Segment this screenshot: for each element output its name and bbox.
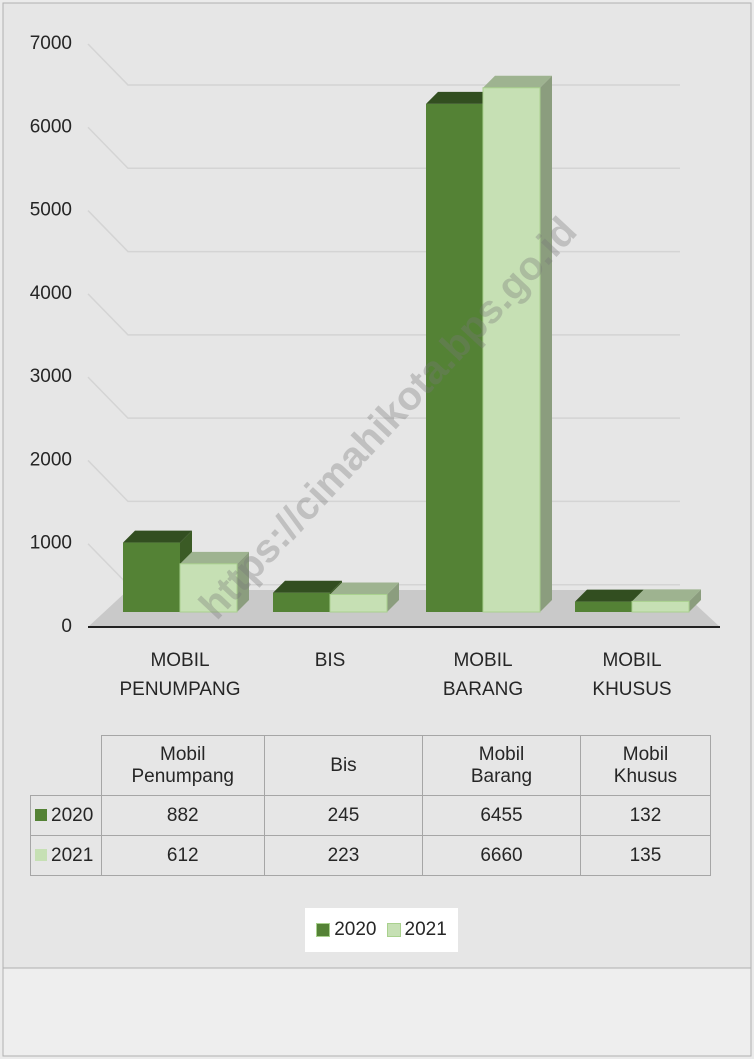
table-header-row: Mobil Penumpang Bis Mobil Barang Mobil Khus… [30,735,711,796]
bar-front [329,593,388,613]
legend-swatch [35,809,47,822]
bar-top [632,589,701,602]
bar [631,589,701,613]
legend-label: 2020 [334,919,377,940]
x-tick-label: MOBIL BARANG [442,650,524,700]
x-tick-label: MOBIL KHUSUS [592,650,672,700]
legend-item: 2021 [386,919,447,941]
bar-front [575,601,632,612]
legend-swatch [316,922,331,937]
y-tick-label: 5000 [30,200,72,221]
bar-top [426,91,495,104]
data-table: Mobil Penumpang Bis Mobil Barang Mobil Khus… [30,735,711,876]
table-corner [30,735,102,796]
lower-area [2,967,752,1057]
table-header: Mobil Penumpang [100,735,265,796]
table-series-name: 2020 [51,804,94,826]
table-header: Mobil Khusus [579,735,711,796]
bar-side [237,551,249,612]
x-tick-label: MOBIL PENUMPANG [119,650,241,700]
table-cell: 882 [100,795,265,836]
table-series-cell: 2020 [30,795,102,836]
y-tick-label: 7000 [30,33,72,54]
legend: 2020 2021 [305,908,458,952]
table-series-cell: 2021 [30,835,102,876]
y-tick-label: 4000 [30,283,72,304]
legend-item: 2020 [316,919,377,941]
x-tick-label: BIS [314,650,346,671]
bar-top [180,551,249,564]
table-cell: 6660 [421,835,581,876]
bar-side [540,75,552,612]
y-tick-label: 3000 [30,366,72,387]
table-cell: 6455 [421,795,581,836]
table-cell: 135 [579,835,711,876]
table-header: Mobil Barang [421,735,581,796]
bar [482,75,552,613]
bar-front [631,600,690,613]
bar-side [689,589,701,612]
bar-front [426,103,483,612]
bar-top [575,589,644,602]
table-row: 2020 882 245 6455 132 [30,795,711,836]
bar-top [123,530,192,543]
y-tick-label: 6000 [30,116,72,137]
bar-top [483,75,552,88]
bar-top [330,582,399,595]
legend-swatch [386,922,401,937]
table-row: 2021 612 223 6660 135 [30,835,711,876]
bar-front [482,87,541,613]
table-cell: 245 [263,795,423,836]
bar-front [123,542,180,612]
table-header: Bis [263,735,423,796]
table-cell: 612 [100,835,265,876]
bar [329,582,399,613]
bar-front [179,563,238,613]
bar-top [273,580,342,593]
y-tick-label: 1000 [30,533,72,554]
y-tick-label: 0 [61,616,72,637]
table-cell: 132 [579,795,711,836]
table-cell: 223 [263,835,423,876]
legend-label: 2021 [404,919,447,940]
y-tick-label: 2000 [30,449,72,470]
bar [179,551,249,613]
bar-side [387,582,399,612]
bar-front [273,592,330,612]
table-series-name: 2021 [51,844,94,866]
legend-swatch [35,849,47,862]
